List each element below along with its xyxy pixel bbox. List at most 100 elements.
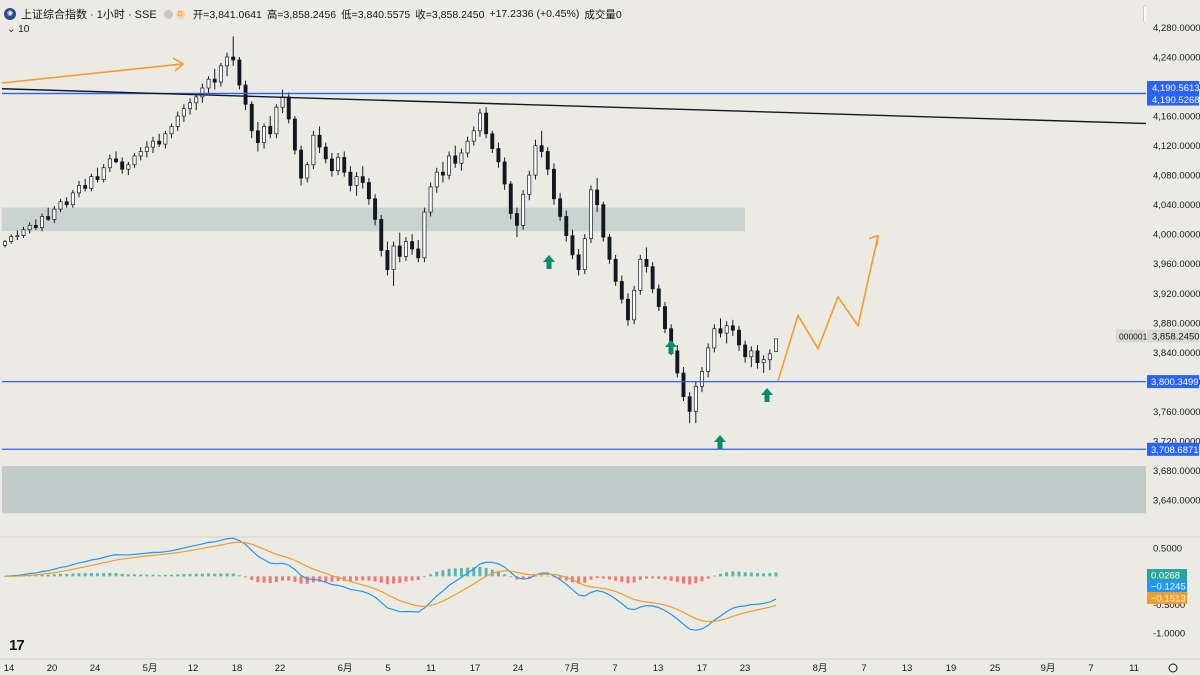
- macd-histogram-bar: [293, 576, 297, 582]
- macd-histogram-bar: [52, 574, 56, 577]
- symbol-title[interactable]: 上证综合指数 · 1小时 · SSE: [21, 9, 157, 21]
- candle-body: [539, 145, 544, 152]
- candle-body: [21, 229, 26, 237]
- price-line-tag-bg: [1147, 81, 1199, 94]
- macd-histogram-bar: [170, 574, 174, 577]
- time-axis[interactable]: 14 20 24 5月 12 18 22 6月 5 11 17 24 7月 7 13 17 23 8月 7 13 19 2…: [4, 663, 1178, 674]
- macd-tick-label: -1.0000: [1153, 629, 1185, 640]
- macd-histogram-bar: [237, 575, 241, 577]
- candle-body: [613, 258, 618, 282]
- macd-histogram-bar: [188, 573, 192, 577]
- macd-histogram-bar: [731, 571, 735, 577]
- macd-histogram-bar: [151, 574, 155, 577]
- trend-arrowhead: [172, 57, 185, 72]
- candle-body: [459, 152, 464, 164]
- macd-histogram-bar: [484, 567, 488, 577]
- macd-histogram-bar: [404, 576, 408, 582]
- candle-body: [64, 201, 69, 206]
- buy-signal-arrow-icon: [665, 340, 677, 354]
- macd-line: [4, 537, 777, 631]
- chevron-down-icon[interactable]: ⌄: [7, 24, 19, 35]
- candle-body: [514, 213, 519, 226]
- candle-body: [27, 224, 32, 231]
- macd-histogram-bar: [453, 568, 457, 577]
- exchange-logo-icon: ◉: [4, 8, 16, 20]
- macd-histogram-bar: [361, 576, 365, 581]
- buy-signal-arrow-icon: [714, 435, 726, 449]
- price-axis[interactable]: 3,640.0000 3,680.0000 3,720.0000 3,760.0000…: [1116, 23, 1200, 507]
- candle-body: [342, 157, 347, 173]
- projection-path: [777, 235, 879, 382]
- candle-body: [360, 176, 365, 183]
- candle-body: [40, 216, 44, 228]
- macd-panel: 0.5000 -0.5000 -1.0000 0.0268−0.1245−0.1513: [0, 536, 1200, 660]
- price-tick-label: 3,760.0000: [1153, 407, 1200, 418]
- candle-body: [737, 329, 741, 346]
- support-zone: [2, 466, 1146, 514]
- candle-body: [175, 115, 180, 127]
- candle-body: [181, 108, 186, 117]
- candle-body: [274, 106, 279, 135]
- macd-histogram-bar: [157, 574, 161, 577]
- candle-body: [496, 148, 501, 163]
- candle-body: [755, 350, 760, 364]
- candle-body: [151, 140, 155, 148]
- time-tick-label: 23: [740, 663, 751, 674]
- macd-histogram-bar: [601, 576, 605, 579]
- candle-body: [52, 208, 57, 220]
- macd-histogram-bar: [268, 576, 272, 584]
- candle-body: [595, 189, 600, 206]
- candle-body: [589, 189, 593, 239]
- price-line-tag: 4,190.5613: [1152, 83, 1200, 94]
- macd-histogram-bar: [583, 576, 587, 583]
- macd-histogram-bar: [299, 576, 303, 584]
- macd-histogram-bar: [373, 576, 377, 582]
- candle-body: [132, 155, 137, 166]
- close-value: 收=3,858.2450: [415, 8, 485, 21]
- candle-body: [218, 65, 223, 83]
- sub-legend[interactable]: ⌄ 10: [7, 24, 29, 35]
- macd-histogram-bar: [318, 576, 322, 582]
- macd-histogram-bar: [558, 576, 562, 579]
- macd-histogram-bar: [200, 573, 204, 577]
- low-value: 低=3,840.5575: [341, 8, 411, 21]
- macd-histogram-bar: [120, 573, 124, 577]
- visibility-dot-icon[interactable]: [163, 9, 173, 19]
- candle-body: [391, 245, 396, 270]
- macd-histogram-bar: [46, 574, 50, 577]
- time-tick-label: 7: [861, 663, 866, 674]
- macd-histogram-bar: [250, 576, 254, 580]
- candle-body: [107, 158, 112, 169]
- time-tick-label: 9月: [1041, 663, 1056, 674]
- time-tick-label: 7: [612, 663, 617, 674]
- candle-body: [410, 241, 415, 250]
- last-price-tag-bg: [1147, 329, 1199, 343]
- price-tick-label: 4,280.0000: [1153, 23, 1200, 34]
- candle-body: [428, 186, 433, 213]
- candle-body: [447, 155, 452, 176]
- tradingview-logo-icon[interactable]: 17: [9, 637, 25, 654]
- macd-histogram-bar: [416, 576, 420, 580]
- macd-histogram-bar: [589, 576, 593, 580]
- candle-body: [336, 157, 341, 172]
- macd-histogram-bar: [71, 573, 75, 577]
- price-line-tag-bg: [1147, 442, 1199, 456]
- macd-histogram-bar: [447, 568, 451, 577]
- candle-body: [200, 87, 205, 98]
- session-badge[interactable]: D: [175, 9, 185, 19]
- macd-histogram-bar: [429, 574, 433, 577]
- candle-body: [138, 151, 143, 157]
- macd-histogram-bar: [644, 576, 648, 579]
- macd-histogram-bar: [688, 576, 692, 585]
- candle-body: [46, 216, 51, 220]
- macd-histogram-bar: [367, 576, 371, 581]
- macd-histogram-bar: [336, 576, 340, 581]
- candle-body: [366, 182, 371, 200]
- candle-body: [706, 347, 711, 372]
- macd-histogram-bar: [379, 576, 383, 583]
- candle-body: [453, 155, 458, 164]
- time-tick-label: 11: [426, 663, 436, 674]
- projection-arrowhead: [868, 234, 879, 246]
- time-tick-label: 17: [697, 663, 708, 674]
